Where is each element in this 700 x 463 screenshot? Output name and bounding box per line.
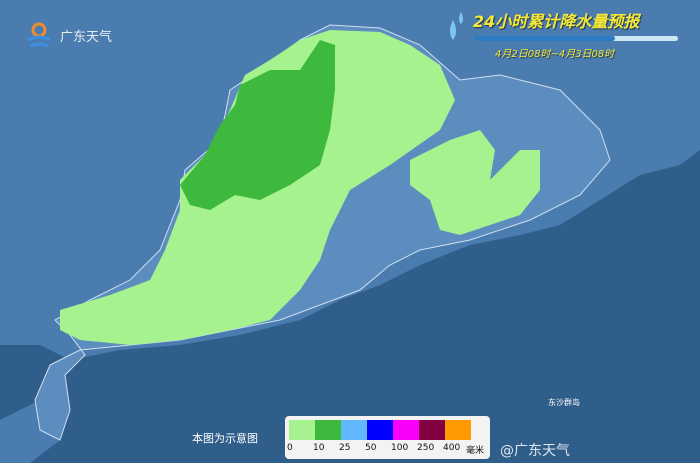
legend-tick: 10 <box>313 443 325 453</box>
legend-swatch <box>367 420 393 440</box>
title-panel: 24小时累计降水量预报 4月2日08时~4月3日08时 <box>445 8 695 60</box>
logo: 广东天气 <box>22 18 112 52</box>
legend-swatch <box>445 420 471 440</box>
island-label: 东沙群岛 <box>548 398 580 407</box>
legend-swatch <box>341 420 367 440</box>
legend-tick: 0 <box>287 443 293 453</box>
precipitation-legend: 毫米 0 10 25 50 100 250 400 <box>285 416 490 459</box>
logo-text: 广东天气 <box>60 29 113 45</box>
legend-tick: 100 <box>391 443 409 453</box>
legend-swatch <box>289 420 315 440</box>
legend-tick: 25 <box>339 443 351 453</box>
map-title: 24小时累计降水量预报 <box>473 12 640 31</box>
legend-swatch <box>419 420 445 440</box>
sun-wave-logo-icon <box>27 22 51 48</box>
watermark: @广东天气 <box>500 443 570 459</box>
legend-unit: 毫米 <box>466 446 485 456</box>
legend-tick: 50 <box>365 443 377 453</box>
rain-area-moderate <box>180 40 335 210</box>
legend-swatch <box>315 420 341 440</box>
water-drops-icon <box>450 12 463 40</box>
legend-ticks: 毫米 0 10 25 50 100 250 400 <box>285 443 490 457</box>
legend-tick: 400 <box>443 443 461 453</box>
schematic-note: 本图为示意图 <box>192 432 258 445</box>
legend-tick: 250 <box>417 443 435 453</box>
rain-area-east <box>410 130 540 235</box>
legend-swatches <box>289 420 471 440</box>
forecast-period: 4月2日08时~4月3日08时 <box>495 49 615 60</box>
title-bar <box>473 36 678 41</box>
legend-swatch <box>393 420 419 440</box>
